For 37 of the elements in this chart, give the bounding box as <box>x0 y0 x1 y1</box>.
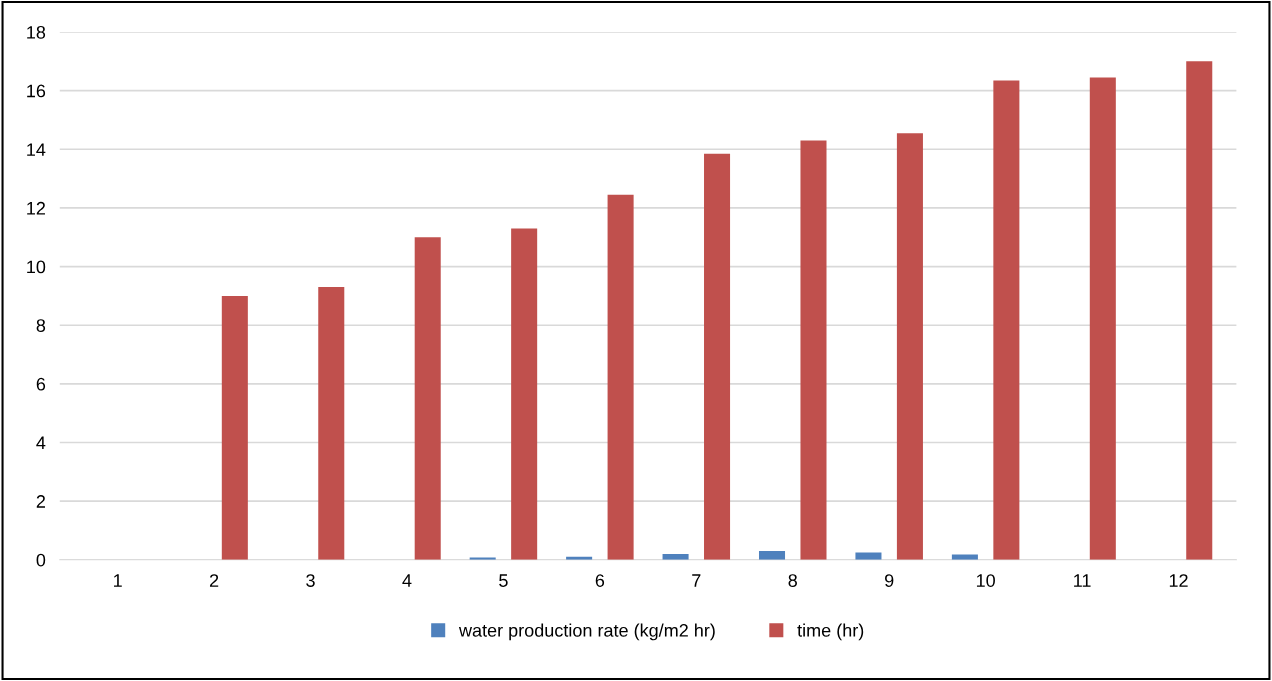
y-tick-label: 0 <box>36 553 46 567</box>
y-tick-label: 8 <box>36 319 46 332</box>
x-tick-label: 4 <box>402 574 412 587</box>
y-tick-label: 14 <box>27 143 46 156</box>
x-tick-label: 11 <box>1074 574 1091 587</box>
x-tick-label: 5 <box>499 574 508 587</box>
bar <box>855 552 882 560</box>
y-tick-label: 6 <box>36 377 46 391</box>
bar <box>1089 77 1116 560</box>
bar <box>800 140 827 560</box>
bar <box>414 237 441 560</box>
bar <box>704 153 731 560</box>
y-tick-label: 4 <box>36 436 46 450</box>
bar <box>221 295 248 560</box>
y-tick-label: 16 <box>27 84 46 98</box>
x-tick-label: 2 <box>209 574 219 587</box>
y-tick-label: 2 <box>36 495 45 508</box>
bar <box>758 550 786 560</box>
y-tick-label: 12 <box>27 201 45 215</box>
x-tick-label: 6 <box>595 574 605 587</box>
bar <box>318 287 345 560</box>
bar <box>896 133 923 560</box>
legend-label: water production rate (kg/m2 hr) <box>458 623 715 641</box>
x-tick-label: 9 <box>885 574 894 587</box>
x-tick-label: 8 <box>788 574 797 587</box>
y-tick-label: 18 <box>27 25 46 39</box>
bar <box>1186 61 1213 560</box>
bar <box>511 228 538 560</box>
bar <box>607 194 634 560</box>
y-tick-label: 10 <box>27 260 46 274</box>
x-tick-label: 12 <box>1169 574 1188 587</box>
legend-label: time (hr) <box>797 623 864 641</box>
x-tick-label: 7 <box>692 574 701 587</box>
bar <box>993 80 1020 560</box>
x-tick-label: 3 <box>306 574 315 587</box>
x-tick-label: 1 <box>114 574 122 587</box>
x-tick-label: 10 <box>976 574 995 587</box>
